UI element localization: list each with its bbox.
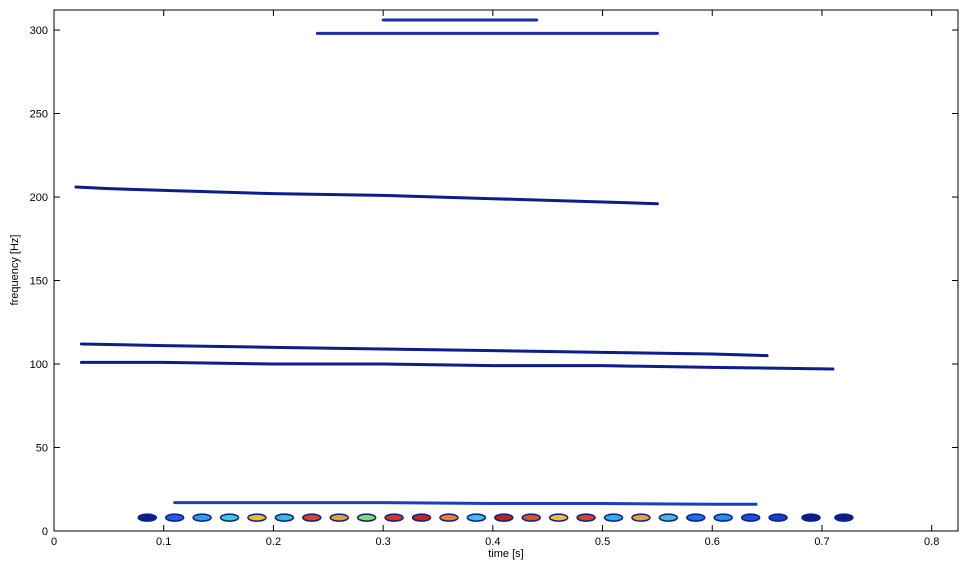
contour-blob: [384, 513, 404, 522]
contour-ridge: [79, 360, 835, 371]
contour-blob: [219, 513, 240, 522]
x-tick-label: 0.3: [375, 536, 390, 548]
y-tick-label: 0: [42, 526, 48, 538]
y-tick-label: 50: [36, 443, 48, 455]
x-axis-label: time [s]: [488, 548, 523, 560]
contour-blob: [521, 513, 541, 522]
contour-blob: [834, 513, 854, 522]
contour-ridge: [74, 185, 659, 206]
contour-blob: [274, 513, 295, 522]
contour-blob: [411, 513, 432, 522]
x-tick-label: 0.8: [924, 536, 939, 548]
contour-blob: [603, 513, 624, 522]
contour-blob: [192, 513, 212, 522]
y-tick-label: 300: [30, 25, 48, 37]
contour-blob: [548, 513, 569, 522]
y-tick-label: 200: [30, 192, 48, 204]
x-tick-label: 0.5: [595, 536, 610, 548]
y-tick-label: 250: [30, 109, 48, 121]
contour-ridge: [79, 342, 769, 358]
contour-blob: [137, 513, 158, 522]
contour-blob: [686, 513, 706, 522]
x-tick-label: 0: [51, 536, 57, 548]
contour-blob: [439, 513, 459, 522]
contour-blob: [768, 513, 788, 522]
x-tick-label: 0.7: [814, 536, 829, 548]
y-axis-label: frequency [Hz]: [9, 235, 21, 306]
x-tick-label: 0.1: [156, 536, 171, 548]
contour-blob: [329, 513, 349, 522]
contour-blob: [713, 513, 733, 522]
plot-frame: [53, 9, 959, 532]
y-tick-label: 150: [30, 276, 48, 288]
x-tick-label: 0.4: [485, 536, 500, 548]
contour-blob: [247, 513, 267, 522]
contour-ridge: [173, 501, 758, 506]
contour-blob: [801, 513, 821, 522]
contour-blob: [356, 513, 377, 522]
contour-blob: [466, 513, 487, 522]
contour-blob: [302, 513, 322, 522]
contour-blob: [576, 513, 596, 522]
contour-blob: [658, 513, 679, 522]
contour-blob: [631, 513, 651, 522]
contour-blob: [494, 513, 514, 522]
contour-blob: [164, 513, 185, 522]
contour-blob: [740, 513, 761, 522]
x-tick-label: 0.6: [705, 536, 720, 548]
x-tick-label: 0.2: [266, 536, 281, 548]
y-tick-label: 100: [30, 359, 48, 371]
